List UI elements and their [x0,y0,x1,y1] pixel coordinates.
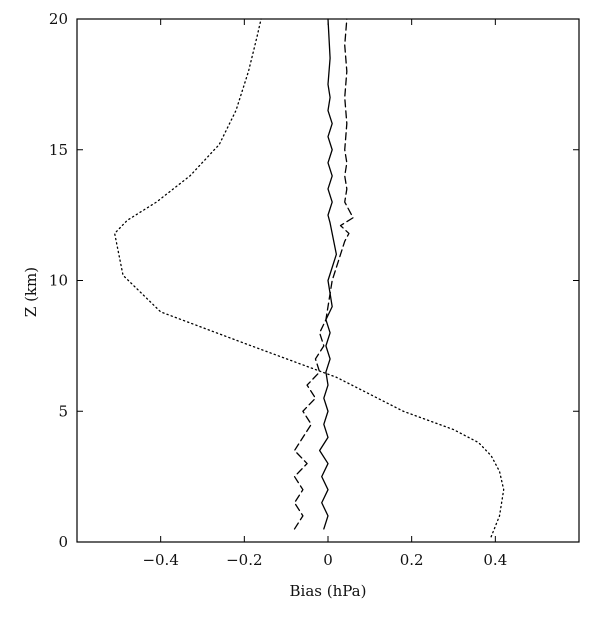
series-group [114,18,505,538]
x-tick-label: 0.2 [400,551,424,569]
x-tick-label: −0.4 [142,551,178,569]
y-tick-label: 20 [49,10,68,28]
y-tick-label: 15 [49,141,68,159]
series-line-dotted [114,18,505,538]
axis-ticks [77,18,579,543]
axis-tick-labels: −0.4 −0.2 0 0.2 0.4 0 5 10 15 20 [49,10,507,569]
y-axis-label: Z (km) [22,267,40,317]
x-tick-label: −0.2 [226,551,262,569]
series-line-solid [318,18,338,530]
x-tick-label: 0 [323,551,333,569]
y-tick-label: 10 [49,272,68,290]
series-line-dashed [293,18,354,530]
y-tick-label: 0 [58,533,68,551]
y-tick-label: 5 [58,402,68,420]
x-axis-label: Bias (hPa) [290,582,367,600]
x-tick-label: 0.4 [483,551,507,569]
